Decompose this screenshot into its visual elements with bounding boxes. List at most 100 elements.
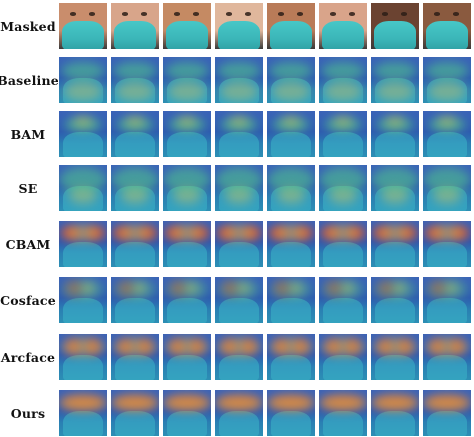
heat-blob (321, 279, 365, 300)
heat-blob (165, 279, 209, 300)
heat-blob (217, 61, 261, 80)
face-image (422, 56, 472, 104)
heat-blob (269, 61, 313, 80)
heat-blob (172, 188, 202, 205)
eye (88, 12, 96, 16)
heat-blob (333, 115, 353, 128)
face-image (162, 2, 212, 50)
row-label: BAM (10, 126, 46, 142)
face-image (370, 220, 420, 268)
face-image (318, 276, 368, 324)
heat-blob (137, 226, 157, 240)
heat-blob (276, 188, 306, 205)
heat-blob (425, 61, 469, 80)
face-mask (165, 21, 209, 49)
face-image (162, 389, 212, 437)
face-image (422, 2, 472, 50)
row-label: Masked (0, 18, 56, 34)
face-image (162, 220, 212, 268)
row-baseline: Baseline (0, 56, 474, 104)
face-image (422, 389, 472, 437)
heat-blob (165, 337, 209, 357)
heat-blob (274, 281, 291, 296)
face-image (266, 276, 316, 324)
face-image (162, 56, 212, 104)
face-image (214, 2, 264, 50)
heat-blob (371, 167, 419, 193)
heat-blob (167, 117, 207, 132)
heat-blob (170, 339, 185, 354)
heat-blob (170, 281, 187, 296)
heat-blob (111, 394, 159, 411)
face-image (58, 110, 108, 158)
face-image (110, 56, 160, 104)
eye (381, 12, 389, 16)
heat-blob (61, 337, 105, 357)
heat-blob (281, 115, 301, 128)
heat-blob (326, 281, 343, 296)
heat-blob (288, 282, 303, 295)
face-image (318, 333, 368, 381)
heat-blob (293, 339, 308, 354)
face-mask (321, 21, 365, 49)
heat-blob (215, 167, 263, 193)
face-image (214, 220, 264, 268)
row-label: CBAM (5, 236, 51, 252)
eye (433, 12, 441, 16)
heat-blob (137, 339, 152, 354)
face-image (214, 164, 264, 212)
heat-blob (222, 281, 239, 296)
face-image (110, 164, 160, 212)
eye (192, 12, 200, 16)
face-image (162, 110, 212, 158)
heat-blob (269, 279, 313, 300)
heat-blob (217, 226, 237, 240)
heat-blob (115, 117, 155, 132)
heat-blob (118, 281, 135, 296)
row-label: Ours (10, 405, 46, 421)
face-image (318, 389, 368, 437)
face-image (318, 220, 368, 268)
face-image (110, 389, 160, 437)
heat-blob (274, 339, 289, 354)
heat-blob (68, 188, 98, 205)
heat-blob (427, 224, 467, 241)
heat-blob (215, 394, 263, 411)
eye (244, 12, 252, 16)
heat-blob (132, 282, 147, 295)
heat-blob (63, 82, 103, 101)
heat-blob (373, 337, 417, 357)
row-arcface: Arcface (0, 333, 474, 381)
heat-blob (378, 281, 395, 296)
heat-blob (80, 282, 95, 295)
face-image (370, 110, 420, 158)
heat-blob (165, 226, 185, 240)
heat-blob (375, 224, 415, 241)
face-image (110, 110, 160, 158)
face-image (58, 389, 108, 437)
heat-blob (219, 224, 259, 241)
eye (140, 12, 148, 16)
heat-blob (271, 224, 311, 241)
heat-blob (85, 226, 105, 240)
eye (296, 12, 304, 16)
face-image (58, 220, 108, 268)
heat-blob (425, 279, 469, 300)
heat-blob (217, 279, 261, 300)
face-image (370, 333, 420, 381)
heat-blob (319, 394, 367, 411)
heat-blob (340, 282, 355, 295)
heat-blob (385, 115, 405, 128)
heat-blob (444, 282, 459, 295)
heat-blob (427, 117, 467, 132)
heat-blob (66, 281, 83, 296)
row-label: Baseline (0, 72, 59, 88)
heat-blob (392, 282, 407, 295)
face-image (266, 333, 316, 381)
heat-blob (219, 82, 259, 101)
face-mask (113, 21, 157, 49)
face-mask (373, 21, 417, 49)
heat-blob (293, 226, 313, 240)
face-image (370, 56, 420, 104)
heat-blob (427, 82, 467, 101)
